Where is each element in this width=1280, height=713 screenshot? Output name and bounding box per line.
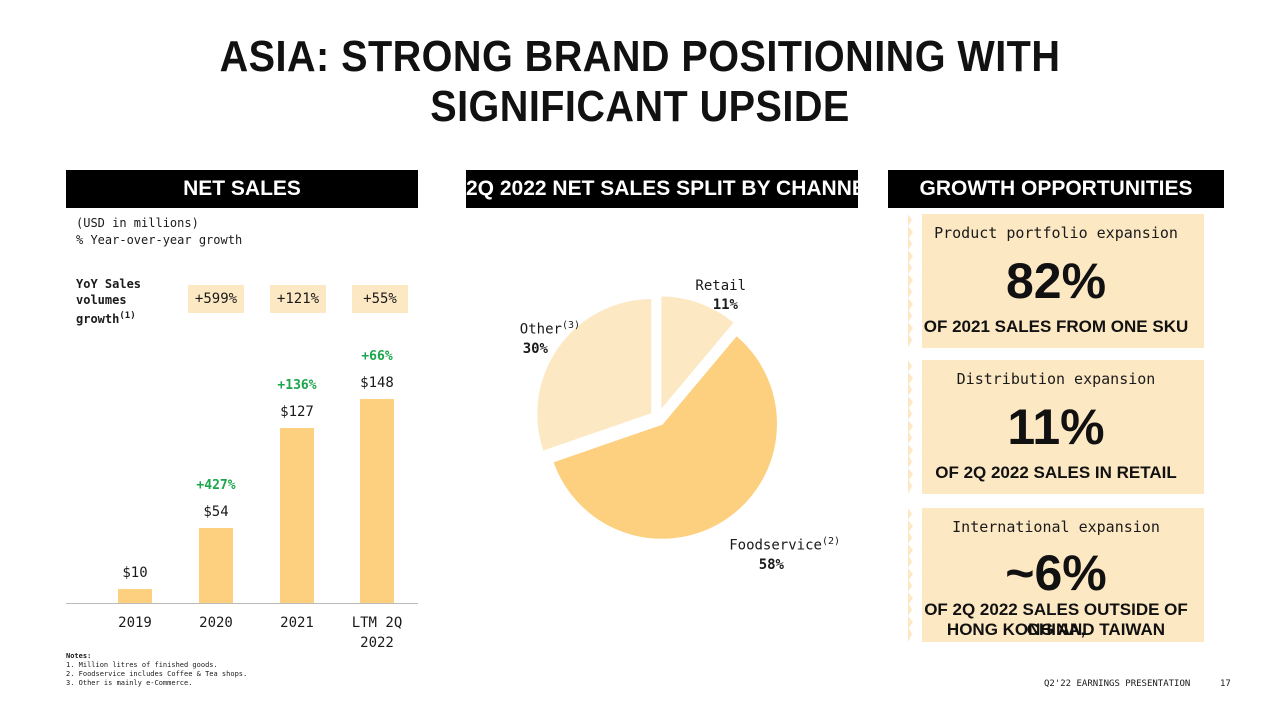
other-label: Other <box>519 321 562 338</box>
pie-slice-foodservice <box>551 333 779 541</box>
bar-2020 <box>199 528 233 603</box>
pie-slice-retail <box>659 294 737 415</box>
yoy-badge-2021: +121% <box>270 285 326 313</box>
torn-edge-decoration <box>908 214 922 348</box>
retail-value: 11% <box>712 297 738 313</box>
card-caption-line1: OF 2Q 2022 SALES OUTSIDE OF CHINA, <box>924 600 1188 639</box>
page-title: ASIA: STRONG BRAND POSITIONING WITH SIGN… <box>64 32 1216 132</box>
pie-label-retail: Retail 11% <box>680 277 746 315</box>
bar-value-label: $54 <box>203 504 229 521</box>
pie-slice-other <box>535 296 654 454</box>
bar-value-label: $148 <box>360 374 394 391</box>
x-tick-label: 2019 <box>118 615 152 631</box>
note-item: 2. Foodservice includes Coffee & Tea sho… <box>66 670 248 678</box>
card-caption-line2: HONG KONG AND TAIWAN <box>946 620 1166 639</box>
x-tick-label: 2021 <box>280 615 314 631</box>
channel-header: 2Q 2022 NET SALES SPLIT BY CHANNEL <box>466 170 858 208</box>
x-axis-line <box>66 603 418 604</box>
card-metric: ~6% <box>1005 545 1107 601</box>
card-subtitle: International expansion <box>952 518 1160 536</box>
yoy-label-line1: YoY Sales <box>76 277 142 291</box>
units-note: (USD in millions) % Year-over-year growt… <box>76 215 242 249</box>
x-tick-label: 2020 <box>199 615 233 631</box>
yoy-label-footnote: (1) <box>119 311 136 321</box>
retail-label: Retail <box>695 278 746 294</box>
other-label-row: Other(3) <box>488 316 580 340</box>
units-line: (USD in millions) <box>76 216 199 230</box>
card-subtitle: Product portfolio expansion <box>934 224 1178 242</box>
notes-heading: Notes: <box>66 652 92 660</box>
card-metric: 82% <box>1005 253 1107 309</box>
yoy-label-text: growth <box>76 312 120 326</box>
card-caption: OF 2Q 2022 SALES IN RETAIL <box>935 463 1177 482</box>
note-item: 1. Million litres of finished goods. <box>66 661 218 669</box>
yoy-badge-2020: +599% <box>188 285 244 313</box>
footer-label: Q2'22 EARNINGS PRESENTATION <box>1044 679 1191 689</box>
bar-growth-label: +136% <box>277 377 317 393</box>
pie-label-other: Other(3) 30% <box>488 316 580 359</box>
food-label: Foodservice <box>729 537 822 554</box>
growth-card-distribution: Distribution expansion 11% OF 2Q 2022 SA… <box>908 360 1204 494</box>
yoy-label-line2: volumes <box>76 293 127 307</box>
yoy-sales-label: YoY Sales volumes growth(1) <box>76 276 141 327</box>
bar-2021 <box>280 427 314 603</box>
footnotes: Notes: 1. Million litres of finished goo… <box>66 652 247 688</box>
yoy-label-line3: growth(1) <box>76 308 141 327</box>
bar-ltm-2q-2022 <box>360 398 394 603</box>
food-value: 58% <box>758 556 784 573</box>
card-caption: OF 2021 SALES FROM ONE SKU <box>923 317 1189 336</box>
yoy-badge-ltm: +55% <box>352 285 408 313</box>
food-footnote: (2) <box>821 536 840 547</box>
channel-pie-chart <box>535 294 779 541</box>
page-title-line2: SIGNIFICANT UPSIDE <box>430 82 850 131</box>
card-subtitle: Distribution expansion <box>956 370 1156 388</box>
growth-header: GROWTH OPPORTUNITIES <box>888 170 1224 208</box>
growth-legend-line: % Year-over-year growth <box>76 233 243 247</box>
bar-2019 <box>118 589 152 603</box>
net-sales-header: NET SALES <box>66 170 418 208</box>
other-value: 30% <box>522 340 548 357</box>
page-title-line1: ASIA: STRONG BRAND POSITIONING WITH <box>219 32 1061 81</box>
torn-edge-decoration <box>908 508 922 642</box>
other-footnote: (3) <box>561 320 580 331</box>
bar-value-label: $10 <box>122 565 148 582</box>
growth-card-portfolio: Product portfolio expansion 82% OF 2021 … <box>908 214 1204 348</box>
page-number: 17 <box>1220 679 1231 689</box>
bar-value-label: $127 <box>280 403 314 420</box>
torn-edge-decoration <box>908 360 922 494</box>
bar-growth-label: +427% <box>196 478 236 494</box>
x-tick-label: LTM 2Q 2022 <box>351 615 403 651</box>
pie-label-foodservice: Foodservice(2) 58% <box>700 532 840 575</box>
bar-growth-label: +66% <box>361 348 393 364</box>
food-label-row: Foodservice(2) <box>700 532 840 556</box>
card-metric: 11% <box>1007 399 1105 455</box>
note-item: 3. Other is mainly e-Commerce. <box>66 679 193 687</box>
growth-card-international: International expansion ~6% OF 2Q 2022 S… <box>908 508 1204 642</box>
